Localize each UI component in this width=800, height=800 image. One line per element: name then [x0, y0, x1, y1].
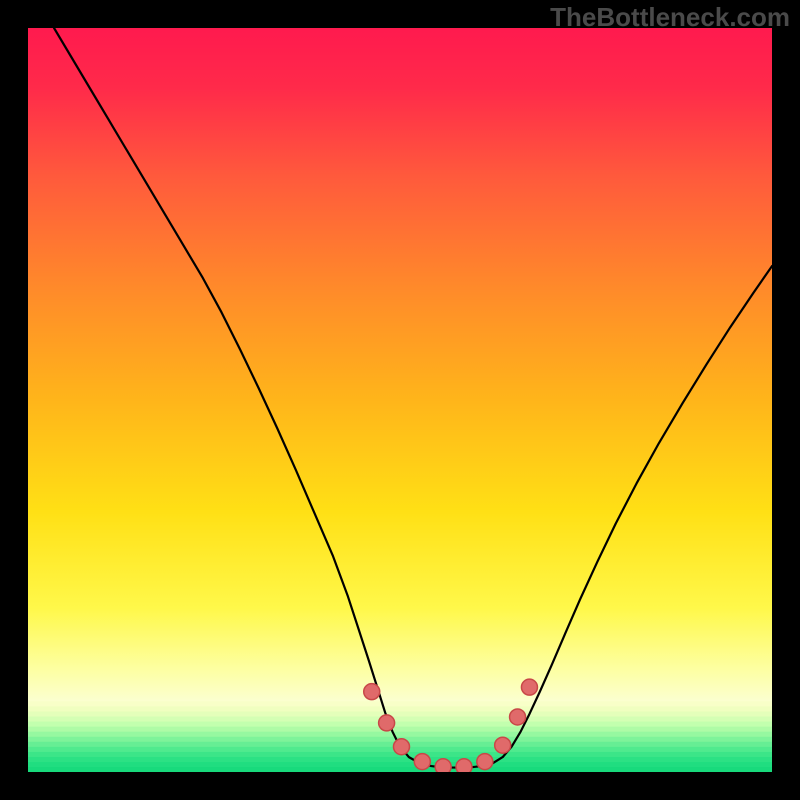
green-stripe: [28, 701, 772, 707]
curve-marker: [414, 754, 430, 770]
green-stripe: [28, 762, 772, 768]
curve-marker: [364, 684, 380, 700]
curve-marker: [379, 715, 395, 731]
curve-marker: [510, 709, 526, 725]
green-stripe: [28, 711, 772, 717]
gradient-background: [28, 28, 772, 772]
green-stripe: [28, 732, 772, 738]
green-stripe: [28, 716, 772, 722]
green-stripe: [28, 722, 772, 728]
curve-marker: [435, 759, 451, 772]
curve-marker: [477, 754, 493, 770]
watermark-text: TheBottleneck.com: [550, 2, 790, 33]
curve-marker: [393, 739, 409, 755]
plot-area: [28, 28, 772, 772]
green-stripe: [28, 757, 772, 763]
green-stripe: [28, 706, 772, 712]
curve-marker: [456, 759, 472, 772]
curve-marker: [495, 737, 511, 753]
green-stripe: [28, 767, 772, 772]
chart-svg: [28, 28, 772, 772]
green-stripe: [28, 727, 772, 733]
curve-marker: [521, 679, 537, 695]
